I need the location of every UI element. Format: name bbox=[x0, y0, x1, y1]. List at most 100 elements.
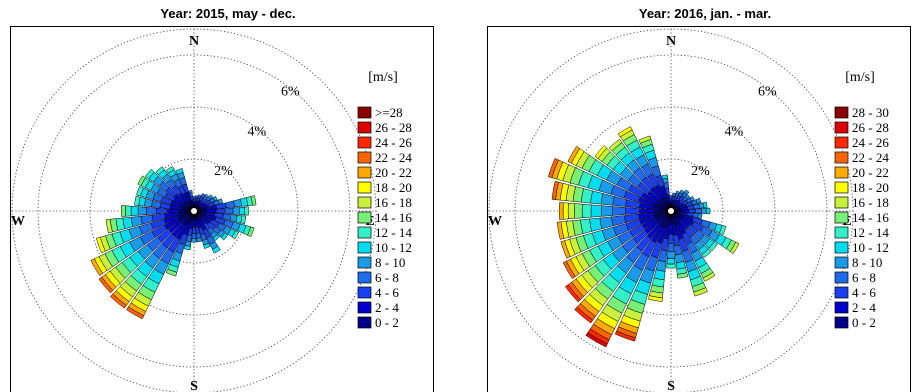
wind-sector-band bbox=[689, 195, 695, 202]
wind-sector-band bbox=[600, 205, 613, 217]
wind-sector-band bbox=[590, 204, 602, 218]
wind-sector-band bbox=[702, 271, 716, 282]
wind-sector-band bbox=[702, 201, 708, 209]
direction-label-west: W bbox=[11, 214, 25, 229]
legend-swatch bbox=[834, 226, 849, 239]
legend-label: 16 - 18 bbox=[375, 195, 412, 210]
legend-swatch bbox=[357, 151, 372, 164]
wind-sector-band bbox=[614, 330, 636, 342]
legend-label: 28 - 30 bbox=[852, 105, 889, 120]
legend-label: 10 - 12 bbox=[375, 240, 412, 255]
wind-sector-band bbox=[250, 195, 257, 206]
legend-label: 26 - 28 bbox=[375, 120, 412, 135]
legend-swatch bbox=[357, 211, 372, 224]
wind-sector-band bbox=[729, 241, 740, 254]
legend-label: 16 - 18 bbox=[852, 195, 889, 210]
direction-label-west: W bbox=[488, 214, 502, 229]
legend-label: 8 - 10 bbox=[852, 255, 882, 270]
legend-label: >=28 bbox=[375, 105, 403, 120]
wind-sector-band bbox=[165, 268, 178, 277]
legend-label: 22 - 24 bbox=[375, 150, 412, 165]
wind-sector-band bbox=[194, 195, 199, 199]
chart-title: Year: 2016, jan. - mar. bbox=[638, 6, 772, 21]
wind-sector-band bbox=[638, 135, 652, 144]
wind-sector-band bbox=[247, 226, 255, 238]
wind-sector-band bbox=[669, 197, 673, 202]
legend-swatch bbox=[834, 196, 849, 209]
wind-sector-band bbox=[231, 230, 239, 240]
legend-swatch bbox=[834, 106, 849, 119]
wind-sector-band bbox=[200, 193, 206, 198]
legend-swatch bbox=[834, 151, 849, 164]
wind-sector-band bbox=[574, 203, 583, 219]
legend-swatch bbox=[357, 316, 372, 329]
center-marker-inner bbox=[191, 208, 197, 214]
wind-sector-band bbox=[547, 158, 559, 179]
wind-sector-band bbox=[239, 206, 245, 216]
wind-sector-band bbox=[666, 263, 676, 269]
wind-sector-band bbox=[232, 207, 240, 215]
legend-swatch bbox=[834, 121, 849, 134]
legend-unit-label: [m/s] bbox=[845, 70, 875, 85]
legend-label: 8 - 10 bbox=[375, 255, 405, 270]
legend-swatch bbox=[357, 226, 372, 239]
legend-label: 12 - 14 bbox=[852, 225, 889, 240]
wind-sector-band bbox=[155, 207, 168, 215]
legend-swatch bbox=[357, 166, 372, 179]
wind-sector-band bbox=[667, 243, 675, 253]
wind-sector-band bbox=[608, 138, 623, 152]
wind-sector-band bbox=[192, 226, 196, 234]
wind-sector-band bbox=[558, 202, 564, 220]
wind-sector-band bbox=[706, 207, 711, 215]
wind-sector-band bbox=[695, 197, 702, 204]
wind-sector-band bbox=[669, 195, 673, 199]
legend-swatch bbox=[357, 181, 372, 194]
center-marker-inner bbox=[668, 208, 674, 214]
legend-label: 14 - 16 bbox=[852, 210, 889, 225]
legend-swatch bbox=[834, 286, 849, 299]
legend-swatch bbox=[357, 286, 372, 299]
wind-rose-panel-2016: Year: 2016, jan. - mar. NSWE2%4%6%[m/s]2… bbox=[481, 0, 913, 392]
wind-sector-band bbox=[215, 208, 226, 214]
wind-sector-band bbox=[125, 205, 132, 217]
legend-swatch bbox=[357, 106, 372, 119]
legend-swatch bbox=[357, 271, 372, 284]
legend-label: 18 - 20 bbox=[375, 180, 412, 195]
wind-sector-band bbox=[145, 168, 155, 180]
wind-sector-band bbox=[130, 205, 139, 217]
ring-label: 6% bbox=[758, 84, 777, 99]
chart-title: Year: 2015, may - dec. bbox=[160, 6, 296, 21]
wind-sector-band bbox=[562, 260, 576, 279]
wind-sector-band bbox=[196, 237, 203, 243]
wind-sector-band bbox=[648, 295, 663, 302]
legend-label: 12 - 14 bbox=[375, 225, 412, 240]
legend-swatch bbox=[357, 241, 372, 254]
wind-sector-band bbox=[212, 195, 218, 202]
legend-swatch bbox=[357, 256, 372, 269]
legend-label: 0 - 2 bbox=[375, 315, 399, 330]
wind-sector-band bbox=[203, 242, 211, 249]
wind-sector-band bbox=[244, 206, 249, 216]
ring-label: 4% bbox=[725, 124, 744, 139]
wind-sector-band bbox=[90, 258, 104, 276]
wind-sector-band bbox=[567, 202, 575, 220]
wind-sector-band bbox=[675, 253, 685, 264]
legend-swatch bbox=[834, 301, 849, 314]
direction-label-north: N bbox=[666, 34, 676, 49]
legend-swatch bbox=[834, 241, 849, 254]
wind-sector-band bbox=[155, 166, 165, 176]
wind-sector-band bbox=[719, 224, 727, 235]
wind-sector-band bbox=[594, 145, 608, 160]
legend-label: 10 - 12 bbox=[852, 240, 889, 255]
wind-sector-band bbox=[192, 196, 196, 200]
wind-sector-band bbox=[685, 194, 691, 200]
legend-label: 6 - 8 bbox=[852, 270, 876, 285]
wind-sector-band bbox=[183, 245, 191, 251]
wind-rose-panel-2015: Year: 2015, may - dec. NSWE2%4%6%[m/s]>=… bbox=[4, 0, 452, 392]
wind-sector-band bbox=[556, 221, 565, 240]
wind-sector-band bbox=[137, 206, 147, 216]
wind-sector-band bbox=[146, 207, 157, 215]
wind-sector-band bbox=[120, 205, 126, 217]
legend-label: 22 - 24 bbox=[852, 150, 889, 165]
